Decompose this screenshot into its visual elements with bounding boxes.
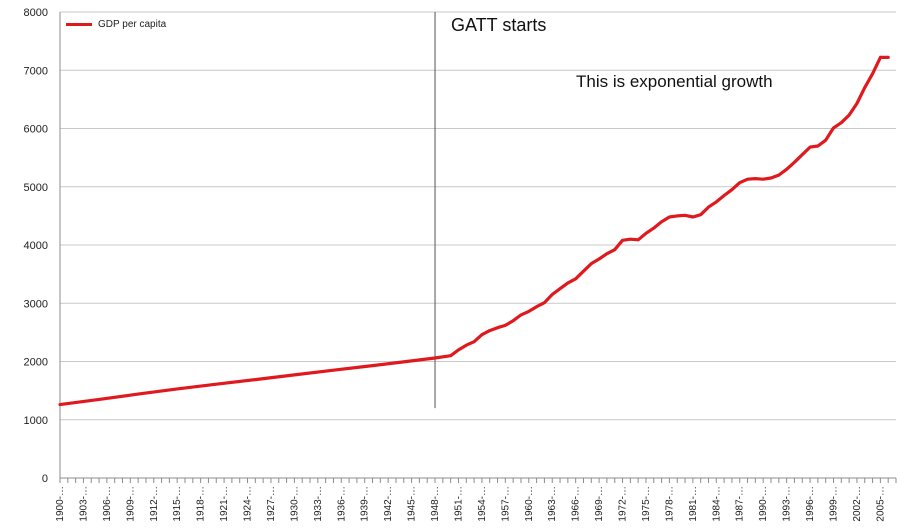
y-tick-label: 0	[42, 473, 48, 485]
x-tick-label: 1936-…	[336, 486, 347, 522]
x-tick-label: 1972-…	[618, 486, 629, 522]
x-tick-label: 1924-…	[243, 486, 254, 522]
x-tick-label: 1921-…	[219, 486, 230, 522]
x-tick-label: 1990-…	[758, 486, 769, 522]
legend-label: GDP per capita	[98, 19, 167, 30]
x-tick-label: 1999-…	[828, 486, 839, 522]
x-tick-label: 1930-…	[289, 486, 300, 522]
x-tick-label: 1951-…	[453, 486, 464, 522]
x-tick-label: 1933-…	[313, 486, 324, 522]
x-tick-label: 1963-…	[547, 486, 558, 522]
y-tick-label: 8000	[24, 7, 48, 19]
y-tick-label: 3000	[24, 298, 48, 310]
y-tick-label: 2000	[24, 357, 48, 369]
x-tick-label: 1909-…	[125, 486, 136, 522]
legend: GDP per capita	[66, 19, 166, 30]
x-tick-label: 1903-…	[78, 486, 89, 522]
x-tick-label: 1975-…	[641, 486, 652, 522]
x-tick-label: 1918-…	[196, 486, 207, 522]
x-tick-label: 1981-…	[688, 486, 699, 522]
x-tick-label: 1927-…	[266, 486, 277, 522]
x-tick-label: 1978-…	[664, 486, 675, 522]
x-tick-label: 1942-…	[383, 486, 394, 522]
x-tick-label: 1969-…	[594, 486, 605, 522]
y-tick-label: 6000	[24, 124, 48, 136]
x-tick-label: 1900-…	[55, 486, 66, 522]
y-tick-label: 4000	[24, 240, 48, 252]
series-line	[58, 55, 890, 407]
x-tick-label: 1954-…	[477, 486, 488, 522]
x-tick-label: 2005-…	[875, 486, 886, 522]
x-tick-label: 1939-…	[360, 486, 371, 522]
x-tick-label: 1960-…	[524, 486, 535, 522]
x-tick-label: 1966-…	[571, 486, 582, 522]
annotation-exponential-growth: This is exponential growth	[576, 72, 773, 91]
x-tick-label: 1993-…	[782, 486, 793, 522]
x-tick-label: 2002-…	[852, 486, 863, 522]
x-tick-label: 1948-…	[430, 486, 441, 522]
annotation-gatt-starts: GATT starts	[451, 15, 547, 35]
y-tick-label: 1000	[24, 415, 48, 427]
x-tick-label: 1906-…	[102, 486, 113, 522]
y-tick-label: 5000	[24, 182, 48, 194]
x-tick-label: 1915-…	[172, 486, 183, 522]
x-tick-label: 1945-…	[407, 486, 418, 522]
x-tick-label: 1987-…	[735, 486, 746, 522]
y-tick-label: 7000	[24, 65, 48, 77]
x-tick-label: 1996-…	[805, 486, 816, 522]
x-tick-label: 1912-…	[149, 486, 160, 522]
x-tick-label: 1957-…	[500, 486, 511, 522]
x-tick-label: 1984-…	[711, 486, 722, 522]
legend-swatch	[66, 23, 92, 26]
